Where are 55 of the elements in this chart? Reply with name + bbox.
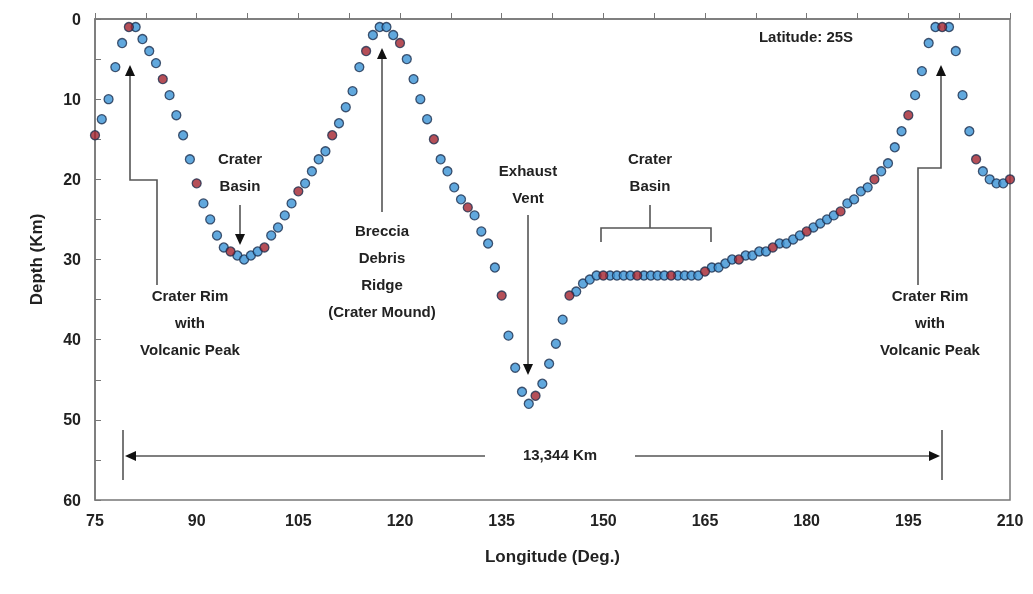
point xyxy=(733,254,745,265)
point xyxy=(225,246,236,257)
y-axis-title: Depth (Km) xyxy=(27,213,46,306)
point xyxy=(157,73,168,85)
annotation: Latitude: 25S xyxy=(758,27,854,45)
point xyxy=(699,266,711,277)
x-tick-label: 165 xyxy=(691,511,719,529)
annotation: Breccia Debris Ridge (Crater Mound) xyxy=(328,221,436,320)
x-tick-label: 150 xyxy=(589,511,617,529)
point xyxy=(767,242,778,253)
point xyxy=(191,178,202,189)
annotation: Crater Basin xyxy=(627,149,673,194)
y-tick-label: 60 xyxy=(63,491,82,509)
point xyxy=(869,174,880,185)
x-tick-label: 195 xyxy=(894,511,922,529)
point xyxy=(360,45,372,57)
point xyxy=(394,37,406,49)
x-tick-label: 210 xyxy=(996,511,1024,529)
point xyxy=(1004,174,1016,185)
point xyxy=(327,130,338,141)
x-tick-label: 90 xyxy=(187,511,206,529)
annotation: Exhaust Vent xyxy=(498,161,558,206)
y-tick-label: 10 xyxy=(63,90,82,108)
point xyxy=(89,130,101,141)
point xyxy=(428,134,440,145)
x-tick-label: 180 xyxy=(793,511,821,529)
point xyxy=(665,270,677,281)
y-tick-label: 0 xyxy=(72,10,82,28)
x-tick-label: 105 xyxy=(284,511,312,529)
point xyxy=(123,21,135,33)
point xyxy=(462,202,473,213)
point xyxy=(970,154,982,165)
annotation: 13,344 Km xyxy=(522,445,598,463)
y-tick-label: 50 xyxy=(63,411,82,429)
y-tick-label: 20 xyxy=(63,170,82,188)
point xyxy=(530,390,541,401)
point xyxy=(293,186,304,197)
x-tick-label: 120 xyxy=(386,511,414,529)
point xyxy=(598,270,609,281)
point xyxy=(564,290,575,301)
x-axis-title: Longitude (Deg.) xyxy=(484,547,621,566)
annotation: Crater Basin xyxy=(217,149,263,194)
point xyxy=(801,226,812,237)
point xyxy=(496,290,507,301)
annotation: Crater Rim with Volcanic Peak xyxy=(140,286,241,358)
point xyxy=(903,110,914,121)
x-tick-label: 75 xyxy=(86,511,104,529)
y-tick-label: 30 xyxy=(63,251,82,268)
annotation: Crater Rim with Volcanic Peak xyxy=(880,286,981,358)
x-tick-label: 135 xyxy=(488,511,516,529)
point xyxy=(632,270,643,281)
point xyxy=(259,242,270,253)
point xyxy=(937,21,948,33)
y-tick-label: 40 xyxy=(63,331,82,349)
point xyxy=(835,206,846,217)
